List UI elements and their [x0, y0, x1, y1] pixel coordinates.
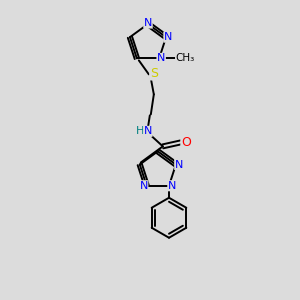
Text: CH₃: CH₃: [176, 53, 195, 63]
Text: N: N: [144, 126, 152, 136]
Text: O: O: [181, 136, 191, 149]
Text: N: N: [164, 32, 172, 42]
Text: S: S: [150, 67, 158, 80]
Text: N: N: [144, 18, 152, 28]
Text: N: N: [168, 181, 176, 191]
Text: N: N: [140, 181, 148, 191]
Text: H: H: [136, 126, 144, 136]
Text: N: N: [175, 160, 183, 170]
Text: N: N: [157, 53, 165, 63]
